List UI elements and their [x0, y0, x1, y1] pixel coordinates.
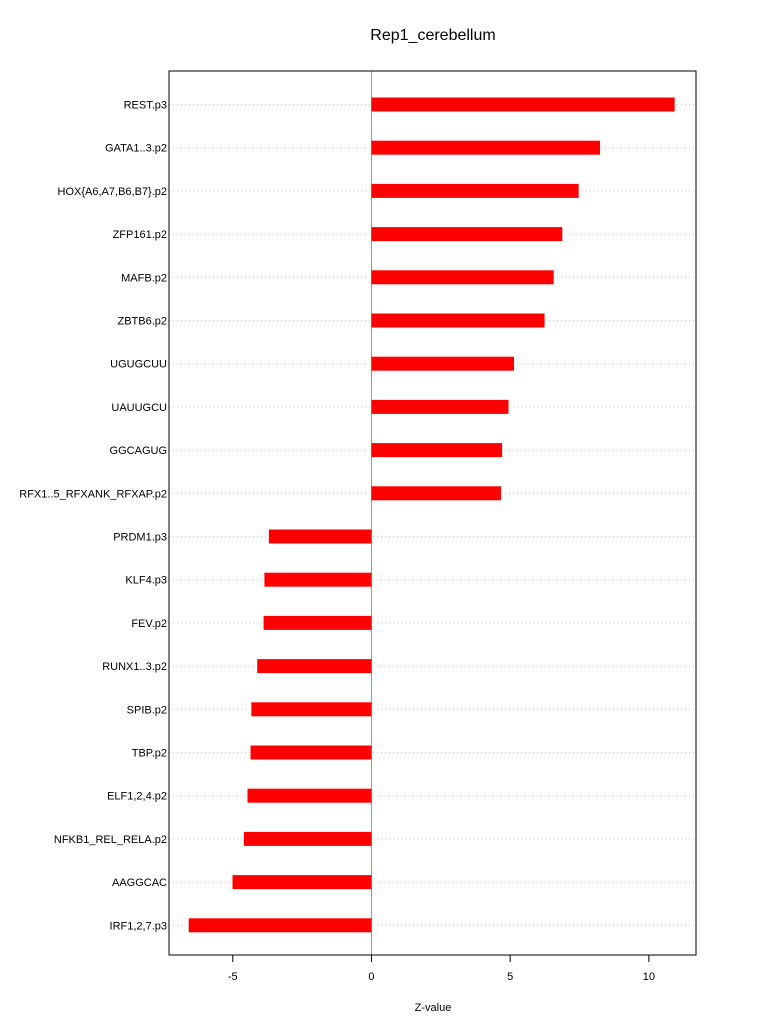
x-tick-label: 0	[368, 971, 374, 983]
x-axis: -5 0 5 10	[228, 954, 655, 983]
category-label: PRDM1.p3	[113, 532, 167, 544]
x-tick-label: -5	[228, 971, 238, 983]
category-label: HOX{A6,A7,B6,B7}.p2	[58, 186, 167, 198]
category-label: UGUGCUU	[110, 359, 167, 371]
category-label: REST.p3	[124, 100, 167, 112]
x-axis-label: Z-value	[415, 1002, 452, 1014]
category-label: KLF4.p3	[125, 575, 167, 587]
bar	[371, 227, 563, 242]
bar	[371, 270, 554, 285]
bar	[371, 97, 675, 112]
bar	[247, 788, 372, 803]
bar	[371, 313, 545, 328]
bar	[371, 183, 579, 198]
category-label: UAUUGCU	[111, 402, 167, 414]
bar	[268, 529, 372, 544]
category-label: SPIB.p2	[127, 704, 167, 716]
category-label: MAFB.p2	[121, 272, 167, 284]
bar	[188, 918, 372, 933]
category-label: ZBTB6.p2	[117, 316, 167, 328]
bar	[371, 399, 509, 414]
x-tick-label: 5	[507, 971, 513, 983]
bar	[371, 486, 502, 501]
category-label: ELF1,2,4.p2	[107, 791, 167, 803]
category-label: RUNX1..3.p2	[102, 661, 167, 673]
bar-layer	[188, 97, 675, 933]
bar	[232, 875, 372, 890]
chart-title: Rep1_cerebellum	[370, 27, 495, 44]
category-label: AAGGCAC	[112, 877, 167, 889]
bar	[251, 702, 372, 717]
category-label-layer: REST.p3 GATA1..3.p2 HOX{A6,A7,B6,B7}.p2 ZFP…	[19, 100, 167, 933]
bar	[250, 745, 372, 760]
category-label: ZFP161.p2	[113, 229, 167, 241]
category-label: TBP.p2	[132, 748, 167, 760]
bar	[371, 356, 515, 371]
category-label: NFKB1_REL_RELA.p2	[54, 834, 167, 846]
category-label: GGCAGUG	[110, 445, 167, 457]
category-label: IRF1,2,7.p3	[110, 920, 167, 932]
category-label: RFX1..5_RFXANK_RFXAP.p2	[19, 488, 167, 500]
category-label: FEV.p2	[131, 618, 167, 630]
plot-frame	[168, 70, 697, 956]
bar	[263, 615, 372, 630]
bar	[257, 659, 372, 674]
x-tick-label: 10	[643, 971, 655, 983]
bar	[371, 443, 503, 458]
bar	[264, 572, 372, 587]
category-label: GATA1..3.p2	[105, 143, 167, 155]
bar	[371, 140, 601, 155]
bar	[243, 831, 372, 846]
